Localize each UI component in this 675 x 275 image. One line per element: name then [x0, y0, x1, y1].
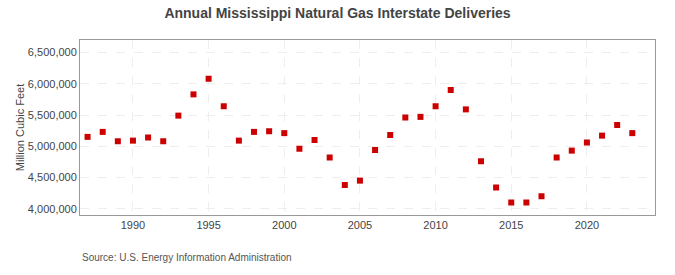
- svg-text:Source: U.S. Energy Informatio: Source: U.S. Energy Information Administ…: [82, 252, 292, 263]
- svg-text:Annual Mississippi Natural Gas: Annual Mississippi Natural Gas Interstat…: [164, 5, 510, 21]
- svg-text:1990: 1990: [121, 219, 145, 231]
- svg-text:Million Cubic Feet: Million Cubic Feet: [14, 84, 26, 171]
- svg-text:4,000,000: 4,000,000: [28, 203, 77, 215]
- svg-text:2005: 2005: [348, 219, 372, 231]
- svg-text:2015: 2015: [499, 219, 523, 231]
- svg-text:4,500,000: 4,500,000: [28, 171, 77, 183]
- svg-text:2000: 2000: [272, 219, 296, 231]
- svg-text:6,000,000: 6,000,000: [28, 78, 77, 90]
- svg-text:5,500,000: 5,500,000: [28, 109, 77, 121]
- svg-text:2010: 2010: [423, 219, 447, 231]
- svg-text:1995: 1995: [196, 219, 220, 231]
- svg-text:2020: 2020: [575, 219, 599, 231]
- svg-text:6,500,000: 6,500,000: [28, 46, 77, 58]
- svg-text:5,000,000: 5,000,000: [28, 140, 77, 152]
